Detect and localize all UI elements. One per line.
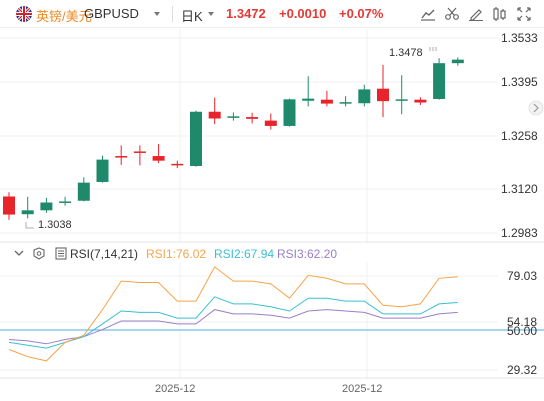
y-tick-4: 1.3120 bbox=[501, 182, 538, 196]
candle-body[interactable] bbox=[40, 202, 53, 211]
rsi-y-tick-1: 79.03 bbox=[507, 269, 537, 283]
settings-gear-icon[interactable] bbox=[33, 247, 45, 260]
candle-body[interactable] bbox=[377, 88, 389, 102]
x-tick-2: 2025-12 bbox=[342, 383, 382, 395]
interval-dropdown-caret-icon[interactable] bbox=[208, 12, 214, 16]
rsi-grid bbox=[0, 262, 498, 378]
main-grid bbox=[0, 29, 498, 242]
expand-icon[interactable] bbox=[514, 5, 534, 23]
rsi2-line bbox=[8, 296, 458, 349]
candle-body[interactable] bbox=[152, 156, 165, 161]
y-tick-1: 1.3533 bbox=[501, 31, 538, 45]
candle-body[interactable] bbox=[96, 159, 109, 182]
candlestick-series bbox=[3, 57, 464, 220]
candle-body[interactable] bbox=[320, 99, 333, 104]
y-tick-3: 1.3258 bbox=[501, 129, 538, 143]
rsi-header: RSI(7,14,21) RSI1:76.02 RSI2:67.94 RSI3:… bbox=[14, 247, 337, 261]
chart-line-icon[interactable] bbox=[418, 5, 438, 23]
rsi2-value: RSI2:67.94 bbox=[214, 247, 274, 261]
candle-body[interactable] bbox=[227, 116, 240, 118]
candle-body[interactable] bbox=[3, 196, 15, 215]
candle-body[interactable] bbox=[77, 182, 90, 201]
candle-body[interactable] bbox=[190, 111, 202, 166]
candle-body[interactable] bbox=[283, 99, 296, 126]
candle-body[interactable] bbox=[433, 63, 446, 99]
layout-icon[interactable] bbox=[490, 5, 510, 23]
pencil-icon[interactable] bbox=[466, 5, 486, 23]
price-change: +0.0010 bbox=[279, 6, 327, 21]
high-price-label: 1.3478 bbox=[389, 47, 423, 59]
low-price-label: 1.3038 bbox=[38, 219, 72, 231]
scissors-icon[interactable] bbox=[442, 5, 462, 23]
toolbar-divider bbox=[172, 6, 173, 22]
uk-flag-icon bbox=[16, 6, 32, 22]
rsi3-value: RSI3:62.20 bbox=[277, 247, 337, 261]
rsi-series bbox=[8, 266, 458, 362]
scroll-right-indicator-icon[interactable] bbox=[528, 100, 544, 116]
toolbar: 英镑/美元 GBPUSD 日K 1.3472 +0.0010 +0.07% bbox=[0, 0, 544, 28]
symbol-dropdown-caret-icon[interactable] bbox=[154, 12, 160, 16]
interval-selector[interactable]: 日K bbox=[181, 9, 203, 24]
candle-body[interactable] bbox=[395, 99, 408, 101]
candle-body[interactable] bbox=[208, 111, 221, 119]
collapse-chevron-icon[interactable] bbox=[14, 250, 24, 256]
y-tick-5: 1.2983 bbox=[501, 226, 538, 240]
candle-body[interactable] bbox=[246, 117, 259, 119]
low-marker-icon bbox=[25, 222, 34, 229]
candle-body[interactable] bbox=[264, 120, 277, 126]
rsi-y-tick-4: 29.32 bbox=[507, 363, 537, 377]
candle-body[interactable] bbox=[414, 99, 427, 103]
rsi-title[interactable]: RSI(7,14,21) bbox=[70, 247, 138, 261]
candle-body[interactable] bbox=[59, 201, 72, 203]
rsi1-line bbox=[8, 266, 458, 362]
candle-body[interactable] bbox=[358, 89, 371, 104]
price-chart[interactable]: 1.3533 1.3395 1.3258 1.3120 1.2983 1.347… bbox=[0, 29, 544, 401]
rsi-y-tick-2: 54.18 bbox=[507, 315, 537, 329]
x-tick-1: 2025-12 bbox=[155, 383, 195, 395]
rsi1-value: RSI1:76.02 bbox=[146, 247, 206, 261]
last-price: 1.3472 bbox=[226, 6, 266, 21]
high-marker-icon bbox=[429, 47, 437, 51]
indicator-list-icon[interactable] bbox=[55, 247, 67, 260]
candle-body[interactable] bbox=[115, 156, 128, 158]
candle-body[interactable] bbox=[339, 102, 352, 104]
candle-body[interactable] bbox=[171, 163, 184, 166]
price-change-percent: +0.07% bbox=[339, 6, 384, 21]
candle-body[interactable] bbox=[451, 59, 464, 64]
candle-body[interactable] bbox=[21, 210, 34, 215]
candle-body[interactable] bbox=[133, 151, 146, 153]
symbol-chinese-name[interactable]: 英镑/美元 bbox=[36, 9, 92, 24]
candle-body[interactable] bbox=[302, 98, 315, 101]
symbol-code[interactable]: GBPUSD bbox=[84, 6, 139, 21]
rsi-y-tick-3: 50.00 bbox=[507, 324, 537, 338]
y-tick-2: 1.3395 bbox=[501, 75, 538, 89]
